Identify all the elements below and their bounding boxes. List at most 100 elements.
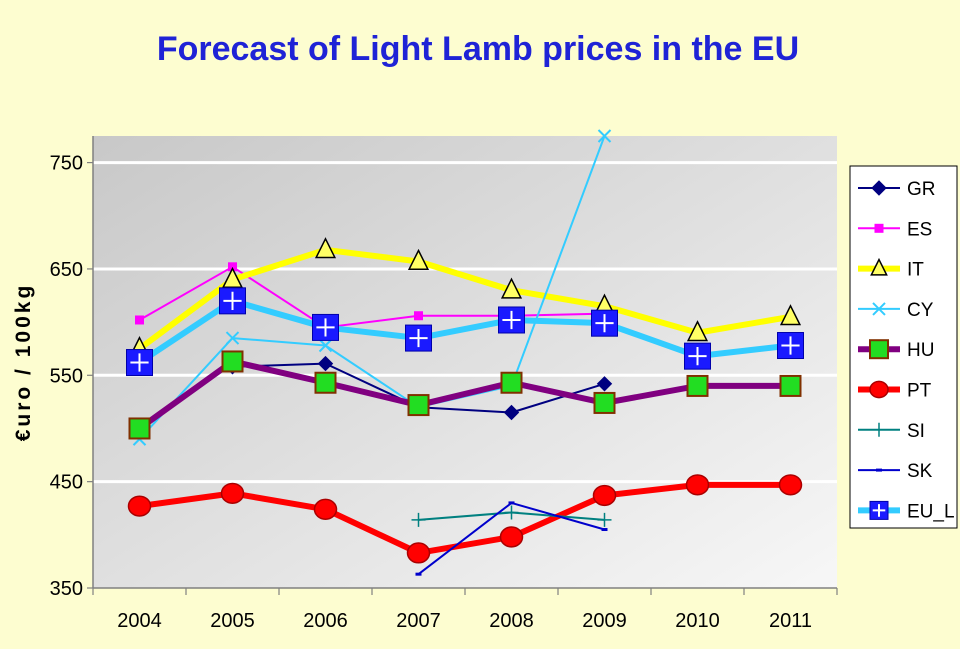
data-point-pt [685, 474, 710, 496]
data-point-it [314, 237, 337, 259]
data-point-pt [592, 484, 617, 507]
y-tick-label: 750 [50, 153, 83, 175]
y-tick-label: 350 [50, 578, 83, 600]
legend-marker [872, 302, 886, 316]
series-hu [137, 358, 791, 431]
data-point-hu [128, 417, 151, 440]
x-tick-label: 2010 [675, 610, 720, 632]
data-point-sk [415, 572, 422, 576]
legend-label: GR [907, 179, 936, 200]
data-point-cy [225, 331, 240, 345]
data-point-hu [314, 371, 337, 394]
data-point-pt [313, 498, 338, 520]
series [126, 129, 804, 576]
data-point-gr [596, 376, 613, 392]
data-point-pt [499, 526, 524, 548]
data-point-it [686, 320, 709, 342]
data-point-sk [601, 528, 608, 532]
x-tick-label: 2009 [582, 610, 627, 632]
data-point-hu [779, 374, 802, 397]
legend-marker [874, 223, 884, 233]
legend-label: HU [907, 340, 934, 361]
legend-marker [869, 339, 889, 360]
x-tick-label: 2011 [769, 610, 812, 632]
data-point-es [414, 311, 423, 321]
markers-hu [128, 350, 802, 440]
legend-item-sk: SK [858, 461, 933, 482]
data-point-eu-l-cross [223, 291, 242, 310]
series-es [139, 265, 605, 329]
data-point-eu-l-cross [409, 328, 428, 348]
x-tick-label: 2008 [489, 610, 534, 632]
data-point-pt [406, 542, 431, 564]
data-point-si [597, 512, 612, 527]
legend-label: IT [907, 260, 924, 281]
y-tick-label: 650 [50, 259, 83, 281]
y-tick-label: 550 [50, 365, 83, 387]
data-point-hu [593, 391, 616, 414]
data-point-cy [318, 338, 333, 353]
data-point-gr [503, 404, 520, 421]
legend-marker-cross [872, 504, 886, 517]
legend-label: SK [907, 461, 933, 482]
data-point-pt [778, 474, 803, 496]
data-point-pt [220, 482, 245, 504]
data-point-hu [407, 394, 430, 417]
series-line-es [139, 265, 605, 329]
markers-pt [127, 474, 803, 564]
x-tick-label: 2007 [396, 610, 441, 632]
data-point-cy [597, 129, 612, 143]
legend-label: EU_L [907, 501, 955, 522]
data-point-si [504, 505, 519, 520]
data-point-hu [500, 371, 523, 394]
y-axis-label: €uro / 100kg [12, 283, 35, 442]
legend-item-pt: PT [858, 381, 932, 402]
data-point-hu [686, 374, 709, 397]
x-tick-label: 2006 [303, 610, 348, 632]
legend: GR ES IT CY HU PT SI SK EU_L [858, 179, 955, 522]
legend-item-es: ES [858, 219, 932, 240]
markers-si [411, 505, 612, 527]
legend-label: PT [907, 381, 932, 402]
series-pt [139, 481, 791, 556]
markers-sk [415, 501, 608, 576]
y-tick-labels: 350 450 550 650 750 [50, 153, 83, 600]
series-line-cy [138, 135, 606, 440]
markers-eu-l [126, 287, 804, 377]
legend-item-cy: CY [858, 300, 934, 321]
data-point-eu-l-cross [781, 336, 800, 355]
legend-item-gr: GR [858, 179, 936, 200]
data-point-sk [508, 501, 515, 505]
legend-label: CY [907, 300, 934, 321]
x-tick-label: 2005 [210, 610, 255, 632]
legend-marker [871, 180, 887, 196]
chart-title: Forecast of Light Lamb prices in the EU [157, 30, 799, 68]
series-line-eu-l [137, 297, 791, 366]
data-point-eu-l-cross [130, 353, 149, 372]
axes [87, 136, 838, 595]
series-eu-l [137, 297, 791, 366]
series-line-pt [139, 481, 791, 556]
series-it [137, 246, 792, 352]
data-point-it [779, 304, 802, 326]
data-point-hu [221, 350, 244, 373]
legend-item-eu-l: EU_L [858, 500, 955, 522]
data-point-gr [317, 355, 334, 372]
legend-marker [876, 468, 882, 472]
data-point-it [500, 277, 523, 299]
x-tick-labels: 2004 2005 2006 2007 2008 2009 2010 2011 [117, 610, 812, 632]
data-point-si [411, 512, 426, 527]
legend-label: SI [907, 421, 925, 442]
legend-marker [869, 380, 889, 399]
legend-item-hu: HU [858, 339, 934, 361]
data-point-pt [127, 495, 152, 517]
data-point-eu-l-cross [688, 347, 707, 366]
series-line-hu [137, 358, 791, 431]
data-point-it [407, 248, 430, 270]
data-point-eu-l-cross [595, 314, 614, 333]
data-point-eu-l-cross [316, 318, 335, 337]
legend-item-si: SI [858, 421, 925, 442]
legend-item-it: IT [858, 257, 924, 281]
markers-it [128, 237, 802, 358]
